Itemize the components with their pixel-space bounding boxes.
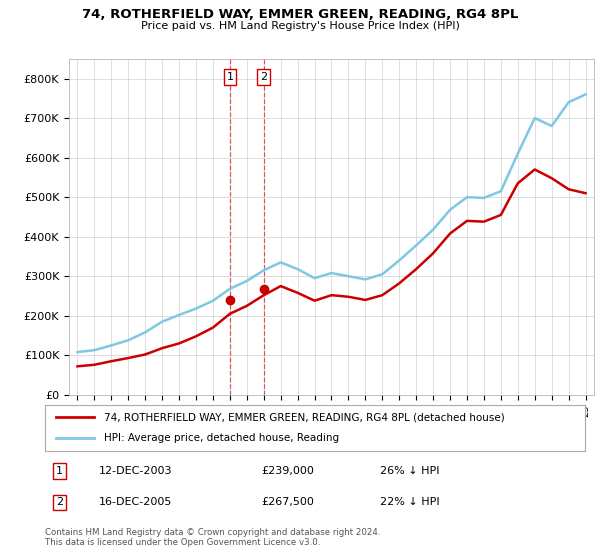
Text: 12-DEC-2003: 12-DEC-2003 [99, 466, 173, 476]
Text: Contains HM Land Registry data © Crown copyright and database right 2024.
This d: Contains HM Land Registry data © Crown c… [45, 528, 380, 547]
Text: 1: 1 [226, 72, 233, 82]
Text: 74, ROTHERFIELD WAY, EMMER GREEN, READING, RG4 8PL: 74, ROTHERFIELD WAY, EMMER GREEN, READIN… [82, 8, 518, 21]
Text: 22% ↓ HPI: 22% ↓ HPI [380, 497, 439, 507]
Text: 1: 1 [56, 466, 63, 476]
Text: 26% ↓ HPI: 26% ↓ HPI [380, 466, 439, 476]
Text: 74, ROTHERFIELD WAY, EMMER GREEN, READING, RG4 8PL (detached house): 74, ROTHERFIELD WAY, EMMER GREEN, READIN… [104, 412, 505, 422]
Text: 16-DEC-2005: 16-DEC-2005 [99, 497, 172, 507]
Text: Price paid vs. HM Land Registry's House Price Index (HPI): Price paid vs. HM Land Registry's House … [140, 21, 460, 31]
Text: HPI: Average price, detached house, Reading: HPI: Average price, detached house, Read… [104, 433, 340, 444]
Text: 2: 2 [260, 72, 268, 82]
Text: £239,000: £239,000 [261, 466, 314, 476]
Text: £267,500: £267,500 [261, 497, 314, 507]
Text: 2: 2 [56, 497, 63, 507]
